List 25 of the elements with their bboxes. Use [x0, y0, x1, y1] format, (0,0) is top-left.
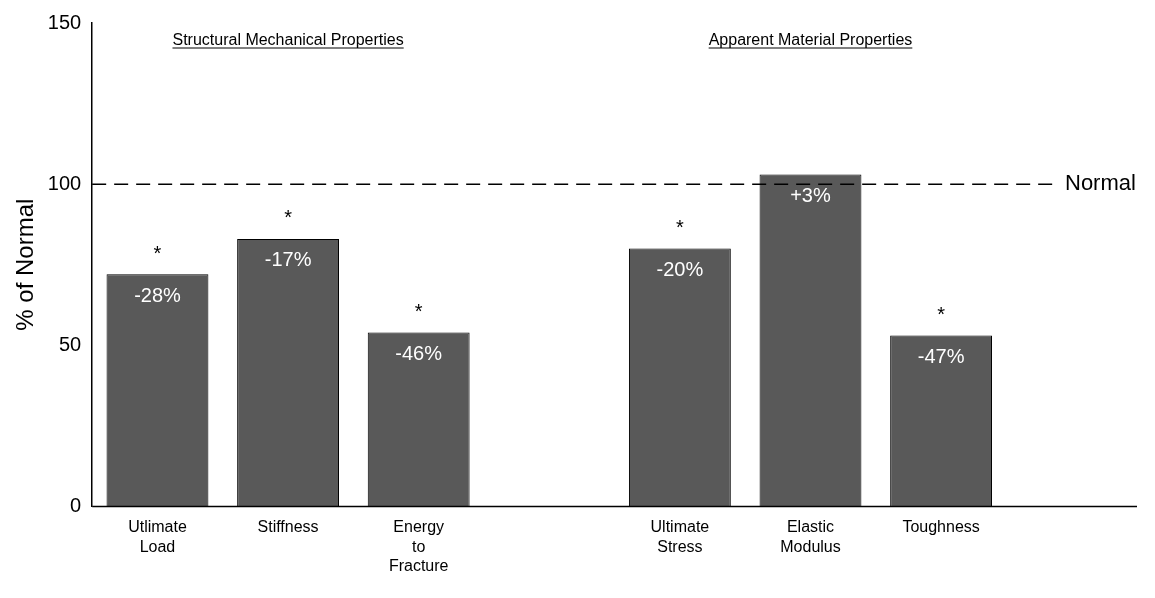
- annotation: Structural Mechanical Properties: [172, 31, 404, 48]
- annotation: *: [937, 303, 946, 326]
- annotation: -28%: [134, 283, 182, 306]
- y-tick-label: 100: [47, 171, 82, 194]
- annotation: -17%: [264, 248, 312, 271]
- x-tick-label: Ultimate Stress: [650, 518, 710, 555]
- x-tick-label: Stiffness: [257, 518, 319, 536]
- annotation: *: [153, 241, 162, 264]
- annotation: -20%: [656, 258, 704, 281]
- annotation: *: [414, 299, 423, 322]
- annotation: *: [675, 216, 684, 239]
- annotation: +3%: [790, 183, 831, 206]
- ref-line-label: Normal: [1065, 170, 1136, 196]
- y-tick-label: 50: [58, 332, 82, 355]
- x-tick-label: Utlimate Load: [128, 518, 187, 555]
- x-tick-label: Energy to Fracture: [388, 518, 449, 574]
- annotation: *: [284, 206, 293, 229]
- y-tick-label: 150: [47, 10, 82, 33]
- annotation: -47%: [917, 345, 965, 368]
- annotation: Apparent Material Properties: [708, 31, 913, 48]
- x-tick-label: Toughness: [902, 518, 980, 536]
- y-axis-title: % of Normal: [11, 198, 39, 331]
- x-tick-label: Elastic Modulus: [780, 518, 841, 555]
- annotation: -46%: [395, 341, 443, 364]
- y-tick-label: 0: [70, 493, 82, 516]
